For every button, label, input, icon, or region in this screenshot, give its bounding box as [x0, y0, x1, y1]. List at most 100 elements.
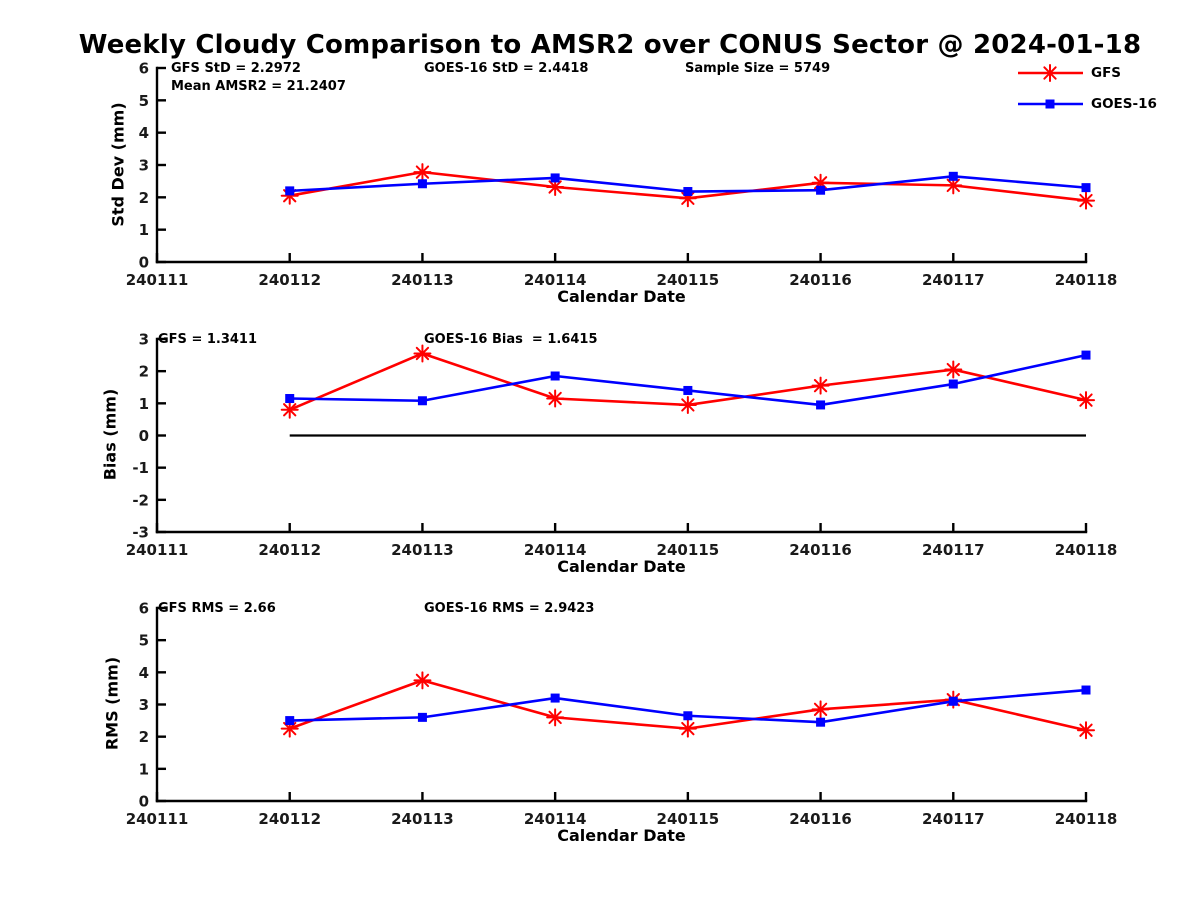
star-marker	[1041, 64, 1059, 82]
star-marker	[413, 163, 432, 182]
x-tick-label: 240115	[657, 271, 720, 289]
square-marker	[683, 385, 693, 395]
x-tick-label: 240118	[1055, 810, 1118, 828]
subplot-rms: 0 1 2 3 4 5 6 240111 240112 240113 240114 240115 240…	[126, 600, 1118, 829]
y-tick-label: 0	[139, 427, 149, 445]
y-tick-label: 0	[139, 793, 149, 811]
y-tick-label: 5	[139, 632, 149, 650]
x-tick-label: 240116	[789, 271, 852, 289]
star-marker	[678, 719, 697, 738]
annotation-gfs-std: GFS StD = 2.2972	[171, 61, 301, 76]
x-tick-label: 240113	[391, 810, 454, 828]
y-tick-label: 1	[139, 760, 149, 778]
x-tick-label: 240115	[657, 810, 720, 828]
x-tick-label: 240117	[922, 271, 985, 289]
x-tick-label: 240113	[391, 271, 454, 289]
star-marker	[280, 400, 299, 419]
y-tick-label: 3	[139, 157, 149, 175]
square-marker	[816, 400, 826, 410]
star-marker	[546, 708, 565, 727]
chart-title: Weekly Cloudy Comparison to AMSR2 over C…	[78, 30, 1142, 60]
star-marker	[1077, 191, 1095, 210]
subplot-stddev: 0 1 2 3 4 5 6 240111 240112 240113 240114 240115 240…	[126, 60, 1118, 290]
star-marker	[413, 344, 432, 363]
star-marker	[811, 376, 830, 395]
x-tick-label: 240111	[126, 810, 189, 828]
square-marker	[948, 696, 958, 706]
ylabel-bias: Bias (mm)	[100, 388, 120, 481]
x-tick-label: 240112	[258, 810, 321, 828]
y-tick-label: 5	[139, 92, 149, 110]
square-marker	[948, 379, 958, 389]
square-marker	[683, 187, 693, 197]
xlabel-rms: Calendar Date	[557, 826, 686, 845]
y-tick-label: 6	[139, 600, 149, 618]
y-tick-label: 2	[139, 728, 149, 746]
annotation-mean-amsr2: Mean AMSR2 = 21.2407	[171, 79, 346, 94]
square-marker	[417, 712, 427, 722]
annotation-goes16-bias: GOES-16 Bias = 1.6415	[424, 332, 598, 347]
x-tick-label: 240118	[1055, 541, 1118, 559]
square-marker	[816, 717, 826, 727]
annotation-gfs-rms: GFS RMS = 2.66	[158, 601, 276, 616]
y-tick-label: 4	[139, 664, 149, 682]
square-marker	[417, 396, 427, 406]
square-marker	[417, 179, 427, 189]
square-marker	[550, 173, 560, 183]
annotation-goes16-rms: GOES-16 RMS = 2.9423	[424, 601, 595, 616]
annotation-goes16-std: GOES-16 StD = 2.4418	[424, 61, 589, 76]
x-tick-label: 240114	[524, 271, 587, 289]
square-marker	[285, 716, 295, 726]
x-tick-label: 240115	[657, 541, 720, 559]
square-marker	[1081, 350, 1091, 360]
y-tick-label: 4	[139, 124, 149, 142]
y-tick-label: -1	[132, 459, 149, 477]
square-marker	[683, 711, 693, 721]
ylabel-stddev: Std Dev (mm)	[108, 102, 128, 227]
y-tick-label: 6	[139, 60, 149, 78]
x-tick-label: 240117	[922, 541, 985, 559]
square-marker	[285, 186, 295, 196]
x-tick-label: 240117	[922, 810, 985, 828]
square-marker	[948, 171, 958, 181]
star-marker	[944, 360, 963, 379]
legend-label-gfs: GFS	[1091, 65, 1122, 81]
x-tick-label: 240111	[126, 271, 189, 289]
y-tick-label: 3	[139, 696, 149, 714]
square-marker	[1081, 183, 1091, 193]
legend-swatch-gfs	[1018, 64, 1083, 82]
ylabel-rms: RMS (mm)	[102, 656, 122, 751]
square-marker	[550, 693, 560, 703]
annotation-sample-size: Sample Size = 5749	[685, 61, 831, 76]
star-marker	[1077, 721, 1095, 740]
x-tick-label: 240118	[1055, 271, 1118, 289]
x-tick-label: 240111	[126, 541, 189, 559]
square-marker	[285, 394, 295, 404]
x-tick-label: 240114	[524, 810, 587, 828]
star-marker	[546, 389, 565, 408]
y-tick-label: -3	[132, 524, 149, 542]
y-tick-label: 1	[139, 221, 149, 239]
x-tick-label: 240116	[789, 541, 852, 559]
square-marker	[1081, 685, 1091, 695]
y-tick-label: 2	[139, 363, 149, 381]
y-tick-label: -2	[132, 491, 149, 509]
star-marker	[678, 395, 697, 414]
x-tick-label: 240114	[524, 541, 587, 559]
x-tick-label: 240116	[789, 810, 852, 828]
x-tick-label: 240113	[391, 541, 454, 559]
xlabel-stddev: Calendar Date	[557, 287, 686, 306]
annotation-gfs-bias: GFS = 1.3411	[158, 332, 258, 347]
legend-swatch-goes-16	[1018, 99, 1083, 109]
y-tick-label: 1	[139, 395, 149, 413]
star-marker	[811, 700, 830, 719]
star-marker	[413, 671, 432, 690]
legend-label-goes16: GOES-16	[1091, 96, 1157, 112]
x-tick-label: 240112	[258, 541, 321, 559]
star-marker	[1077, 391, 1095, 410]
x-tick-label: 240112	[258, 271, 321, 289]
square-marker	[550, 371, 560, 381]
